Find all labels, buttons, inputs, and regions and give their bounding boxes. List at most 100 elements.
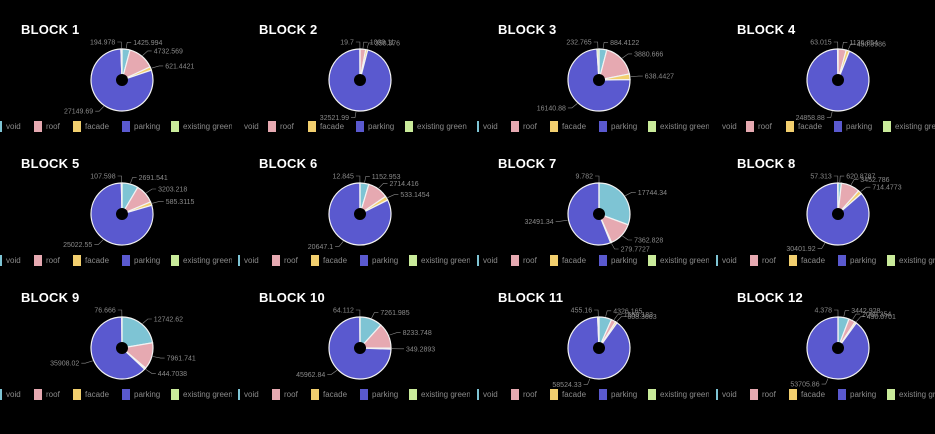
leader-line (117, 309, 123, 317)
donut-hole (593, 342, 605, 354)
leader-line (355, 309, 361, 316)
leader-line (833, 175, 839, 182)
data-label: 620.8787 (846, 174, 875, 181)
data-label: 8233.748 (403, 330, 432, 337)
leader-line (335, 241, 344, 247)
pie-slice-void (598, 182, 631, 226)
legend-label: existing green (899, 390, 935, 399)
leader-line (142, 50, 152, 56)
data-label: 32491.34 (524, 219, 553, 226)
legend-swatch (648, 121, 656, 132)
data-label: 585.3115 (166, 199, 195, 206)
leader-line (142, 318, 152, 324)
legend-label: parking (846, 122, 873, 131)
leader-line (366, 42, 373, 49)
data-label: 884.4122 (610, 40, 639, 47)
legend-label: void (244, 390, 259, 399)
leader-line (583, 378, 591, 385)
donut-hole (354, 74, 366, 86)
legend-label: void (244, 122, 259, 131)
data-label: 232.765 (566, 40, 591, 47)
legend-swatch (122, 389, 130, 400)
leader-line (151, 65, 164, 69)
legend: void roof facade parking existing green (477, 253, 709, 267)
legend-swatch (34, 121, 42, 132)
legend-label: facade (801, 390, 826, 399)
legend-swatch (171, 121, 179, 132)
legend-swatch (238, 255, 240, 266)
chart-title: BLOCK 1 (21, 22, 80, 37)
legend: void roof facade parking existing green (477, 119, 709, 133)
leader-line (839, 175, 845, 183)
data-label: 533.1454 (400, 192, 429, 199)
legend-swatch (0, 255, 2, 266)
data-label: 32521.99 (320, 115, 349, 120)
legend-label: roof (46, 390, 60, 399)
legend-swatch (34, 389, 42, 400)
data-label: 2060.354 (862, 312, 891, 319)
chart-panel: BLOCK 4 1136.854 450.8986 24858.88 63.015 voi… (716, 0, 935, 133)
leader-line (94, 239, 104, 245)
legend-label: void (483, 390, 498, 399)
data-label: 7961.741 (167, 356, 196, 363)
legend: void roof facade parking existing green (716, 119, 935, 133)
legend-label: facade (562, 256, 587, 265)
legend-label: parking (611, 390, 638, 399)
leader-line (117, 41, 122, 49)
legend-swatch (750, 255, 758, 266)
chart-title: BLOCK 5 (21, 156, 80, 171)
chart-title: BLOCK 10 (259, 290, 325, 305)
data-label: 35908.02 (50, 361, 79, 368)
legend-swatch (511, 121, 519, 132)
data-label: 3442.928 (851, 308, 880, 315)
legend-label: parking (850, 256, 877, 265)
data-label: 1136.854 (849, 40, 878, 47)
legend-label: facade (798, 122, 823, 131)
pie-chart-svg: 17744.34 7362.828 279.7727 32491.34 9.782 (524, 174, 667, 254)
legend-swatch (405, 121, 413, 132)
leader-line (843, 310, 850, 317)
data-label: 64.112 (333, 308, 354, 315)
leader-line (852, 313, 861, 320)
legend: void roof facade parking existing green (238, 119, 470, 133)
legend-swatch (73, 255, 81, 266)
leader-line (817, 243, 826, 249)
data-label: 714.4773 (872, 185, 901, 192)
leader-line (826, 111, 833, 118)
data-label: 4732.569 (154, 48, 183, 55)
chart-panel: BLOCK 3 884.4122 3880.666 638.4427 16140.88 2… (477, 0, 709, 133)
leader-line (613, 314, 622, 320)
chart-title: BLOCK 12 (737, 290, 803, 305)
data-label: 17744.34 (638, 190, 667, 197)
legend-label: existing green (660, 122, 709, 131)
leader-line (605, 310, 612, 317)
leader-line (555, 219, 568, 222)
donut-hole (354, 208, 366, 220)
chart-panel: BLOCK 11 4326.165 1550.183 608.3663 58524.33… (477, 268, 709, 401)
legend-swatch (272, 255, 280, 266)
data-label: 3452.786 (860, 177, 889, 184)
legend-swatch (356, 121, 364, 132)
chart-panel: BLOCK 7 17744.34 7362.828 279.7727 32491.34 9… (477, 134, 709, 267)
chart-title: BLOCK 3 (498, 22, 557, 37)
leader-line (378, 182, 388, 189)
data-label: 2691.541 (139, 175, 168, 182)
leader-line (833, 41, 839, 49)
data-label: 63.015 (810, 40, 832, 47)
legend-label: roof (46, 122, 60, 131)
legend-label: existing green (421, 390, 470, 399)
legend-swatch (834, 121, 842, 132)
legend-label: facade (801, 256, 826, 265)
legend-swatch (750, 389, 758, 400)
legend-label: existing green (421, 256, 470, 265)
legend-swatch (648, 389, 656, 400)
data-label: 3880.666 (634, 51, 663, 58)
data-label: 24858.88 (796, 115, 825, 120)
data-label: 2714.416 (390, 181, 419, 188)
legend-label: parking (850, 390, 877, 399)
data-label: 7362.828 (634, 238, 663, 245)
data-label: 16140.88 (537, 105, 566, 112)
legend-label: facade (323, 256, 348, 265)
